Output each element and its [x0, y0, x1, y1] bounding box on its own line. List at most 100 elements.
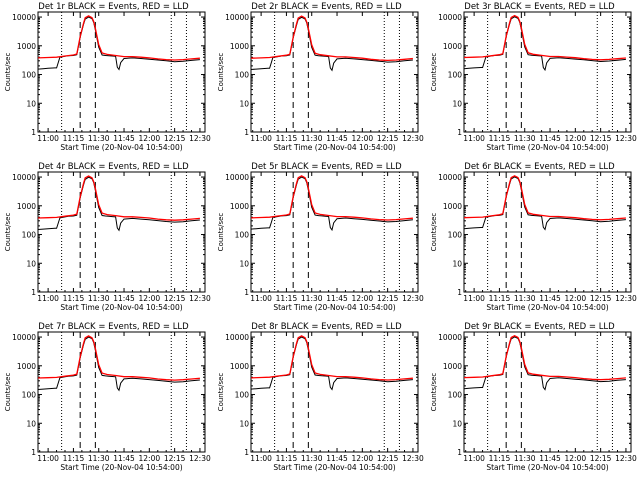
- lld-series-line: [250, 15, 413, 62]
- x-tick-label: 12:00: [565, 134, 587, 143]
- y-tick-label: 100: [22, 71, 37, 80]
- x-tick-label: 11:30: [88, 134, 110, 143]
- y-tick-label: 1000: [443, 202, 462, 211]
- plot-frame: [463, 171, 632, 293]
- x-tick-label: 11:30: [301, 454, 323, 463]
- y-tick-label: 10: [239, 419, 249, 428]
- x-tick-label: 12:00: [565, 454, 587, 463]
- x-tick-label: 11:15: [276, 134, 298, 143]
- x-tick-label: 11:45: [326, 454, 348, 463]
- y-axis-label: Counts/sec: [430, 373, 438, 412]
- lld-series-line: [250, 175, 413, 221]
- x-tick-label: 12:30: [615, 134, 637, 143]
- x-tick-label: 11:15: [63, 294, 85, 303]
- x-tick-label: 11:45: [326, 294, 348, 303]
- x-axis-label: Start Time (20-Nov-04 10:54:00): [273, 303, 395, 312]
- x-tick-label: 11:45: [539, 454, 561, 463]
- plot-frame: [463, 331, 632, 453]
- x-axis-label: Start Time (20-Nov-04 10:54:00): [486, 303, 608, 312]
- chart-panel: Det 9r BLACK = Events, RED = LLD 1 10 100 10…: [430, 322, 637, 472]
- chart-title: Det 2r BLACK = Events, RED = LLD: [251, 2, 402, 12]
- y-tick-label: 1000: [230, 42, 249, 51]
- y-tick-label: 10000: [438, 13, 462, 22]
- y-tick-label: 1000: [230, 202, 249, 211]
- plot-frame: [250, 331, 419, 453]
- x-tick-label: 12:15: [164, 454, 186, 463]
- x-tick-label: 11:00: [37, 134, 59, 143]
- x-tick-label: 11:15: [489, 294, 511, 303]
- x-tick-label: 12:15: [590, 294, 612, 303]
- x-tick-label: 11:00: [250, 294, 272, 303]
- x-tick-label: 11:30: [301, 294, 323, 303]
- y-tick-label: 1000: [17, 202, 36, 211]
- y-tick-label: 1000: [443, 362, 462, 371]
- y-tick-label: 1: [31, 448, 36, 457]
- chart-title: Det 1r BLACK = Events, RED = LLD: [38, 2, 189, 12]
- x-tick-label: 12:30: [402, 134, 424, 143]
- chart-panel: Det 6r BLACK = Events, RED = LLD 1 10 100 10…: [430, 162, 637, 312]
- y-tick-label: 10000: [438, 173, 462, 182]
- y-tick-label: 1: [31, 288, 36, 297]
- events-series-line: [463, 16, 626, 72]
- x-tick-label: 11:00: [37, 294, 59, 303]
- chart-panel: Det 7r BLACK = Events, RED = LLD 1 10 100 10…: [4, 322, 211, 472]
- y-tick-label: 100: [448, 71, 463, 80]
- x-tick-label: 11:30: [514, 294, 536, 303]
- events-series-line: [250, 176, 413, 232]
- y-tick-label: 10: [26, 419, 36, 428]
- lld-series-line: [37, 15, 200, 61]
- chart-title: Det 7r BLACK = Events, RED = LLD: [38, 322, 189, 332]
- y-tick-label: 10000: [225, 333, 249, 342]
- chart-title: Det 6r BLACK = Events, RED = LLD: [464, 162, 615, 172]
- x-axis-label: Start Time (20-Nov-04 10:54:00): [486, 143, 608, 152]
- x-tick-label: 11:30: [514, 454, 536, 463]
- y-tick-label: 1000: [17, 42, 36, 51]
- x-tick-label: 11:30: [88, 454, 110, 463]
- y-axis-label: Counts/sec: [4, 213, 12, 252]
- chart-title: Det 9r BLACK = Events, RED = LLD: [464, 322, 615, 332]
- x-tick-label: 12:15: [377, 454, 399, 463]
- x-tick-label: 11:30: [301, 134, 323, 143]
- x-tick-label: 11:15: [276, 454, 298, 463]
- y-tick-label: 10: [452, 419, 462, 428]
- y-tick-label: 10000: [12, 13, 36, 22]
- y-tick-label: 10000: [12, 333, 36, 342]
- y-tick-label: 1: [457, 288, 462, 297]
- x-tick-label: 12:15: [590, 454, 612, 463]
- x-tick-label: 12:15: [164, 134, 186, 143]
- y-tick-label: 10: [452, 99, 462, 108]
- x-axis-label: Start Time (20-Nov-04 10:54:00): [60, 303, 182, 312]
- x-tick-label: 11:15: [63, 454, 85, 463]
- y-tick-label: 1: [457, 128, 462, 137]
- y-tick-label: 100: [235, 71, 250, 80]
- chart-title: Det 4r BLACK = Events, RED = LLD: [38, 162, 189, 172]
- y-tick-label: 10000: [438, 333, 462, 342]
- x-axis-label: Start Time (20-Nov-04 10:54:00): [273, 463, 395, 472]
- x-tick-label: 12:00: [139, 134, 161, 143]
- x-tick-label: 12:00: [352, 454, 374, 463]
- x-tick-label: 12:30: [402, 454, 424, 463]
- y-axis-label: Counts/sec: [4, 53, 12, 92]
- x-tick-label: 12:00: [352, 134, 374, 143]
- x-tick-label: 11:00: [250, 134, 272, 143]
- events-series-line: [250, 336, 413, 391]
- x-axis-label: Start Time (20-Nov-04 10:54:00): [60, 143, 182, 152]
- plot-frame: [37, 11, 206, 133]
- x-tick-label: 11:00: [250, 454, 272, 463]
- x-tick-label: 12:00: [139, 454, 161, 463]
- x-tick-label: 12:15: [377, 294, 399, 303]
- lld-series-line: [250, 335, 413, 381]
- y-axis-label: Counts/sec: [217, 213, 225, 252]
- x-tick-label: 11:45: [113, 454, 135, 463]
- y-axis-label: Counts/sec: [430, 53, 438, 92]
- chart-panel: Det 1r BLACK = Events, RED = LLD 1 10 100 10…: [4, 2, 211, 152]
- x-tick-label: 12:00: [565, 294, 587, 303]
- x-tick-label: 12:15: [377, 134, 399, 143]
- y-tick-label: 100: [235, 391, 250, 400]
- y-axis-label: Counts/sec: [217, 373, 225, 412]
- x-tick-label: 11:15: [489, 454, 511, 463]
- y-tick-label: 10000: [225, 13, 249, 22]
- lld-series-line: [463, 175, 626, 221]
- plot-frame: [463, 11, 632, 133]
- x-tick-label: 11:00: [463, 454, 485, 463]
